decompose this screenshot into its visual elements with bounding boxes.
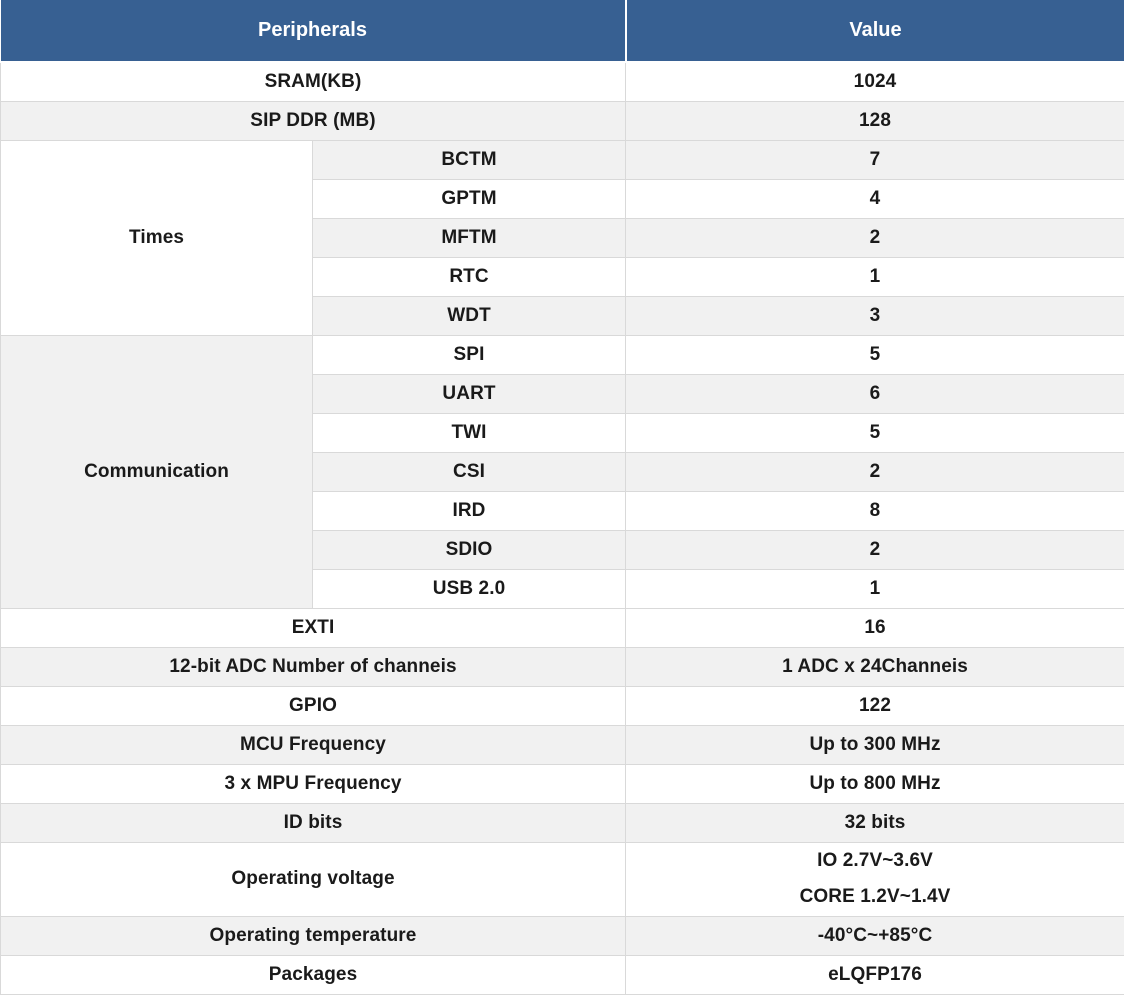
row-label: IRD [311,490,627,531]
table-row-spi: Communication SPI 5 [0,334,1124,609]
row-label: GPTM [311,178,627,219]
row-label: TWI [311,412,627,453]
table-row-rtc: RTC 1 [1,256,1124,297]
table-row-operating-voltage: Operating voltage IO 2.7V~3.6V CORE 1.2V… [0,841,1124,917]
table-row-exti: EXTI 16 [0,607,1124,648]
row-value: 122 [625,685,1124,726]
row-label: EXTI [0,607,627,648]
table-row-twi: TWI 5 [1,412,1124,453]
row-label: ID bits [0,802,627,843]
row-label: CSI [311,451,627,492]
table-row-operating-temperature: Operating temperature -40°C~+85°C [0,915,1124,956]
row-value: 8 [625,490,1124,531]
row-label: SDIO [311,529,627,570]
table-row-sram: SRAM(KB) 1024 [0,61,1124,102]
row-label: WDT [311,295,627,336]
row-value: 2 [625,451,1124,492]
table-row-gptm: GPTM 4 [1,178,1124,219]
column-header-value: Value [625,0,1124,63]
row-label: 3 x MPU Frequency [0,763,627,804]
table-row-usb: USB 2.0 1 [1,568,1124,609]
row-label: Operating voltage [0,841,627,917]
row-value: 128 [625,100,1124,141]
row-value: 5 [625,334,1124,375]
table-row-ird: IRD 8 [1,490,1124,531]
row-value: 7 [625,139,1124,180]
row-value: eLQFP176 [625,954,1124,995]
row-value: 16 [625,607,1124,648]
row-label: MFTM [311,217,627,258]
column-header-peripherals: Peripherals [0,0,627,63]
row-value: IO 2.7V~3.6V CORE 1.2V~1.4V [625,841,1124,917]
table-row-bctm: Times BCTM 7 [0,139,1124,336]
table-row-mpu-frequency: 3 x MPU Frequency Up to 800 MHz [0,763,1124,804]
row-label: SIP DDR (MB) [0,100,627,141]
row-label: Packages [0,954,627,995]
row-label: GPIO [0,685,627,726]
row-value: 2 [625,529,1124,570]
row-value: 2 [625,217,1124,258]
row-value: 1 [625,256,1124,297]
table-row-sip-ddr: SIP DDR (MB) 128 [0,100,1124,141]
table-row-gpio: GPIO 122 [0,685,1124,726]
row-value: 5 [625,412,1124,453]
row-label: SPI [311,334,627,375]
row-value: 1 ADC x 24Channeis [625,646,1124,687]
row-value: Up to 800 MHz [625,763,1124,804]
voltage-line-core: CORE 1.2V~1.4V [799,886,951,907]
table-row-csi: CSI 2 [1,451,1124,492]
row-value: 3 [625,295,1124,336]
table-header-row: Peripherals Value [0,0,1124,63]
table-row-uart: UART 6 [1,373,1124,414]
table-row-adc-channels: 12-bit ADC Number of channeis 1 ADC x 24… [0,646,1124,687]
voltage-line-io: IO 2.7V~3.6V [817,850,933,871]
row-value: 6 [625,373,1124,414]
row-value: 4 [625,178,1124,219]
table-row-mftm: MFTM 2 [1,217,1124,258]
table-row-sdio: SDIO 2 [1,529,1124,570]
row-value: 1024 [625,61,1124,102]
row-value: Up to 300 MHz [625,724,1124,765]
row-value: 1 [625,568,1124,609]
row-label: Operating temperature [0,915,627,956]
row-label: USB 2.0 [311,568,627,609]
table-row-id-bits: ID bits 32 bits [0,802,1124,843]
row-label: RTC [311,256,627,297]
group-label-times: Times [0,139,313,336]
row-label: SRAM(KB) [0,61,627,102]
row-label: UART [311,373,627,414]
row-label: 12-bit ADC Number of channeis [0,646,627,687]
table-row-packages: Packages eLQFP176 [0,954,1124,995]
table-row-mcu-frequency: MCU Frequency Up to 300 MHz [0,724,1124,765]
row-value: -40°C~+85°C [625,915,1124,956]
group-label-communication: Communication [0,334,313,609]
row-value: 32 bits [625,802,1124,843]
row-label: MCU Frequency [0,724,627,765]
row-label: BCTM [311,139,627,180]
table-row-wdt: WDT 3 [1,295,1124,336]
